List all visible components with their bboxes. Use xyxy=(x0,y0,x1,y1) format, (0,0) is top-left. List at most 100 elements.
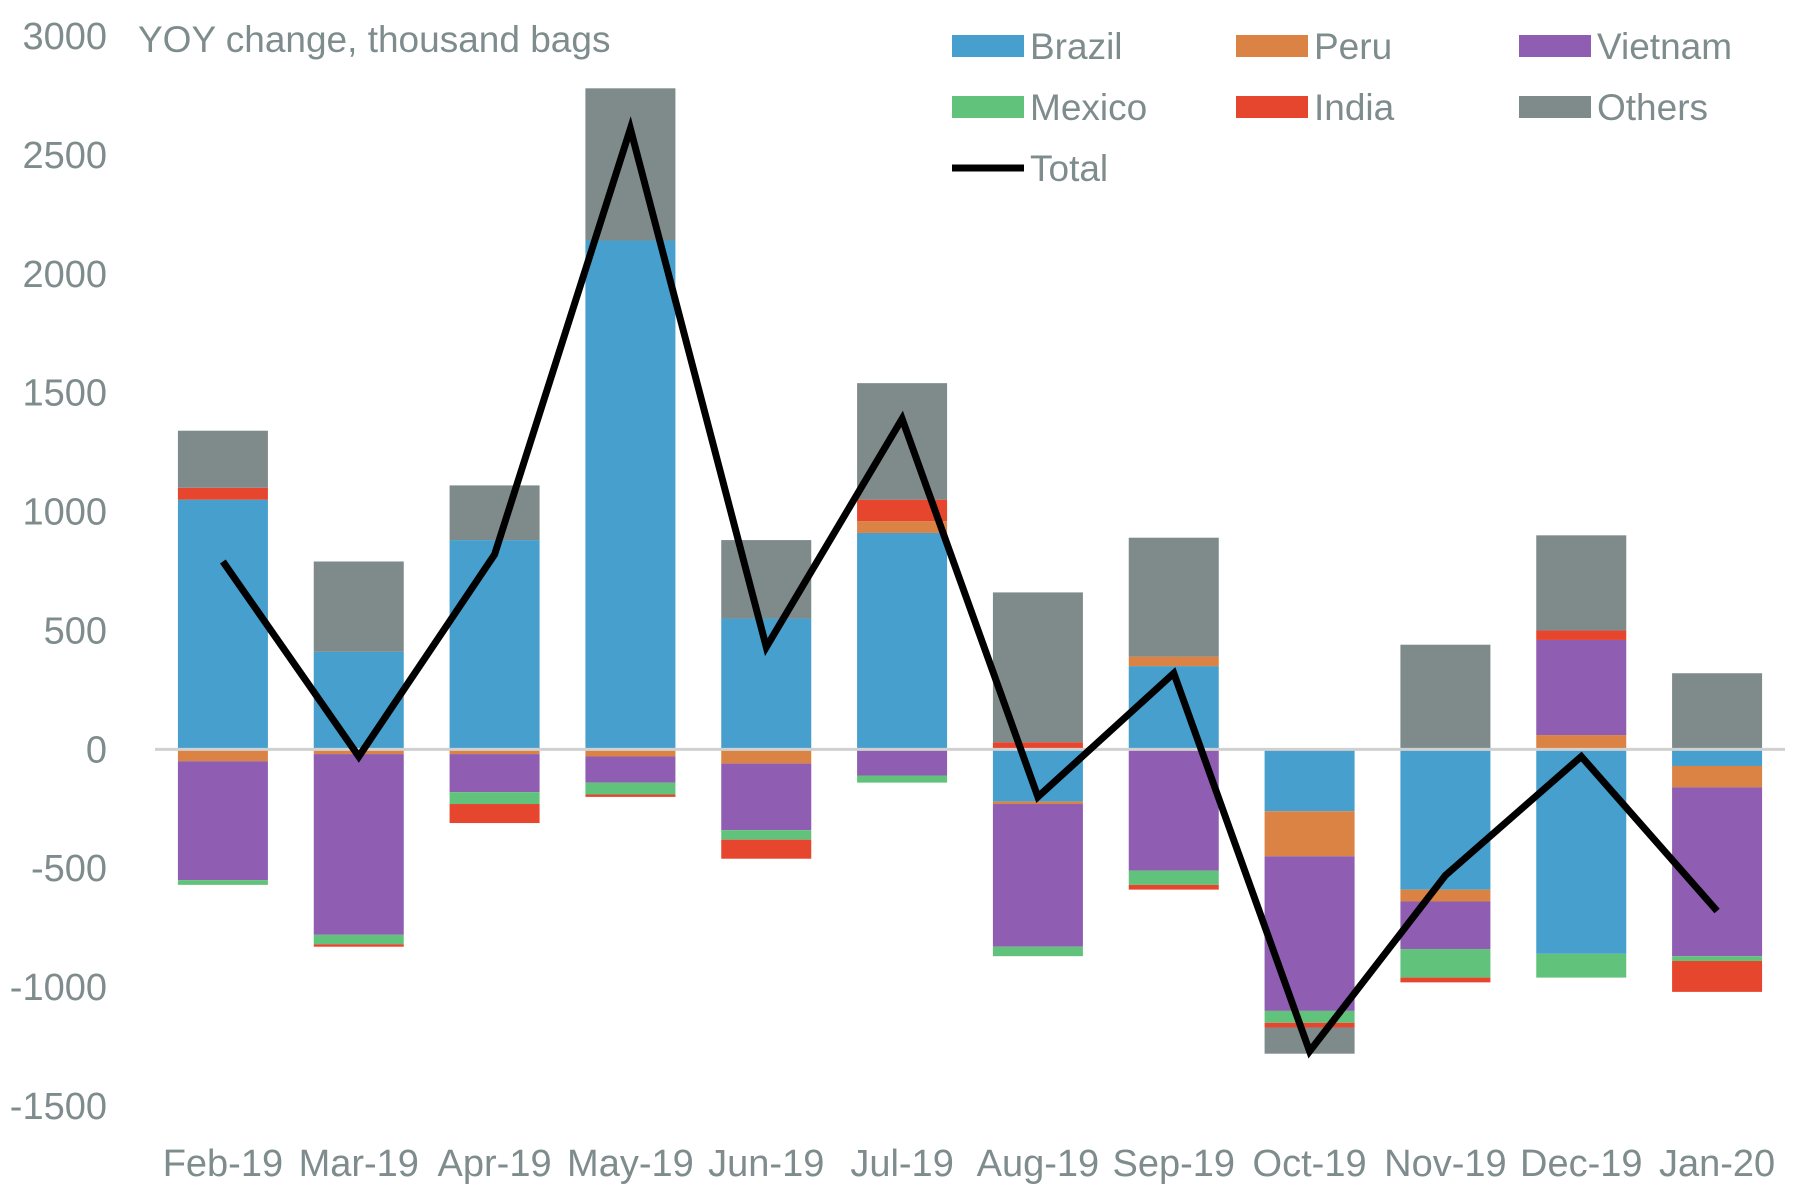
bar-others-aug-19 xyxy=(992,592,1083,743)
x-tick-label: Oct-19 xyxy=(1253,1143,1367,1185)
total-point-oct-19 xyxy=(1309,1050,1311,1052)
bar-vietnam-jul-19 xyxy=(857,749,948,776)
x-tick-label: May-19 xyxy=(567,1143,694,1185)
bar-peru-dec-19 xyxy=(1536,735,1627,750)
y-tick-label: 0 xyxy=(86,729,107,771)
bar-mexico-dec-19 xyxy=(1536,953,1627,978)
legend-swatch-others xyxy=(1519,96,1591,118)
bar-vietnam-mar-19 xyxy=(313,754,404,935)
bar-brazil-oct-19 xyxy=(1264,749,1355,812)
bar-others-sep-19 xyxy=(1128,537,1219,657)
total-point-jan-20 xyxy=(1716,910,1718,912)
bar-peru-jun-19 xyxy=(721,749,812,764)
bar-vietnam-nov-19 xyxy=(1400,901,1491,950)
bar-brazil-may-19 xyxy=(585,240,676,750)
legend-label-india: India xyxy=(1314,87,1395,128)
bar-peru-oct-19 xyxy=(1264,811,1355,857)
x-tick-label: Aug-19 xyxy=(977,1143,1100,1185)
legend-swatch-vietnam xyxy=(1519,35,1591,57)
total-point-jul-19 xyxy=(901,418,903,420)
total-point-sep-19 xyxy=(1173,672,1175,674)
bar-mexico-may-19 xyxy=(585,782,676,795)
legend-swatch-brazil xyxy=(952,35,1024,57)
bar-peru-nov-19 xyxy=(1400,889,1491,902)
legend-label-total: Total xyxy=(1030,148,1108,189)
bar-others-mar-19 xyxy=(313,561,404,652)
bar-india-sep-19 xyxy=(1128,884,1219,890)
bar-vietnam-jun-19 xyxy=(721,763,812,831)
total-point-aug-19 xyxy=(1037,796,1039,798)
legend-label-brazil: Brazil xyxy=(1030,26,1123,67)
legend: Brazil Peru Vietnam Mexico India Others Total xyxy=(952,26,1732,189)
bar-india-jan-20 xyxy=(1672,960,1763,992)
y-axis-unit-label: YOY change, thousand bags xyxy=(138,19,610,60)
bar-brazil-mar-19 xyxy=(313,651,404,750)
bar-mexico-mar-19 xyxy=(313,934,404,945)
x-tick-label: Dec-19 xyxy=(1520,1143,1643,1185)
bar-india-jun-19 xyxy=(721,839,812,859)
bar-brazil-apr-19 xyxy=(449,540,540,750)
bar-india-mar-19 xyxy=(313,944,404,947)
bar-brazil-jan-20 xyxy=(1672,749,1763,766)
y-tick-label: 500 xyxy=(44,610,107,652)
bar-vietnam-feb-19 xyxy=(177,761,268,881)
bar-others-dec-19 xyxy=(1536,535,1627,631)
bar-vietnam-dec-19 xyxy=(1536,639,1627,736)
x-tick-label: Apr-19 xyxy=(438,1143,552,1185)
bar-mexico-aug-19 xyxy=(992,946,1083,957)
bar-india-jul-19 xyxy=(857,499,948,522)
bar-india-feb-19 xyxy=(177,487,268,500)
bar-peru-sep-19 xyxy=(1128,656,1219,667)
bar-layer xyxy=(177,88,1763,1054)
legend-swatch-peru xyxy=(1236,35,1308,57)
bar-mexico-sep-19 xyxy=(1128,870,1219,885)
bar-india-nov-19 xyxy=(1400,977,1491,983)
bar-others-nov-19 xyxy=(1400,644,1491,750)
total-point-may-19 xyxy=(629,128,631,130)
legend-swatch-india xyxy=(1236,96,1308,118)
y-tick-label: 3000 xyxy=(22,16,107,58)
total-line-layer xyxy=(220,116,1720,1059)
x-axis: Feb-19 Mar-19 Apr-19 May-19 Jun-19 Jul-19 Aug-… xyxy=(163,1143,1775,1185)
bar-others-jun-19 xyxy=(721,540,812,619)
bar-peru-jul-19 xyxy=(857,521,948,533)
bar-india-may-19 xyxy=(585,794,676,797)
bar-mexico-feb-19 xyxy=(177,880,268,885)
x-tick-label: Jun-19 xyxy=(708,1143,824,1185)
bar-peru-may-19 xyxy=(585,749,676,757)
y-tick-label: -500 xyxy=(31,848,107,890)
total-point-apr-19 xyxy=(494,553,496,555)
bar-others-jul-19 xyxy=(857,383,948,500)
bar-peru-feb-19 xyxy=(177,749,268,762)
x-tick-label: Jan-20 xyxy=(1659,1143,1775,1185)
legend-label-others: Others xyxy=(1597,87,1708,128)
x-tick-label: Feb-19 xyxy=(163,1143,283,1185)
y-tick-label: 2500 xyxy=(22,135,107,177)
x-tick-label: Jul-19 xyxy=(850,1143,954,1185)
bar-mexico-oct-19 xyxy=(1264,1010,1355,1023)
legend-label-mexico: Mexico xyxy=(1030,87,1147,128)
bar-vietnam-sep-19 xyxy=(1128,749,1219,871)
bar-peru-apr-19 xyxy=(449,749,540,755)
bar-india-dec-19 xyxy=(1536,630,1627,640)
bar-mexico-jan-20 xyxy=(1672,956,1763,961)
x-tick-label: Sep-19 xyxy=(1112,1143,1235,1185)
total-line xyxy=(220,116,1720,1059)
total-point-dec-19 xyxy=(1580,755,1582,757)
y-tick-label: -1500 xyxy=(10,1086,107,1128)
y-tick-label: 1500 xyxy=(22,373,107,415)
bar-india-oct-19 xyxy=(1264,1022,1355,1028)
x-tick-label: Mar-19 xyxy=(299,1143,419,1185)
bar-vietnam-oct-19 xyxy=(1264,856,1355,1011)
bar-peru-jan-20 xyxy=(1672,765,1763,788)
bar-vietnam-may-19 xyxy=(585,756,676,783)
bar-vietnam-aug-19 xyxy=(992,804,1083,947)
bar-mexico-nov-19 xyxy=(1400,949,1491,978)
bar-mexico-jul-19 xyxy=(857,775,948,783)
y-axis: 3000 2500 2000 1500 1000 500 0 -500 -1000 -1500 xyxy=(10,16,107,1128)
bar-india-aug-19 xyxy=(992,742,1083,750)
y-tick-label: 1000 xyxy=(22,492,107,534)
bar-india-apr-19 xyxy=(449,804,540,824)
bar-peru-aug-19 xyxy=(992,801,1083,805)
